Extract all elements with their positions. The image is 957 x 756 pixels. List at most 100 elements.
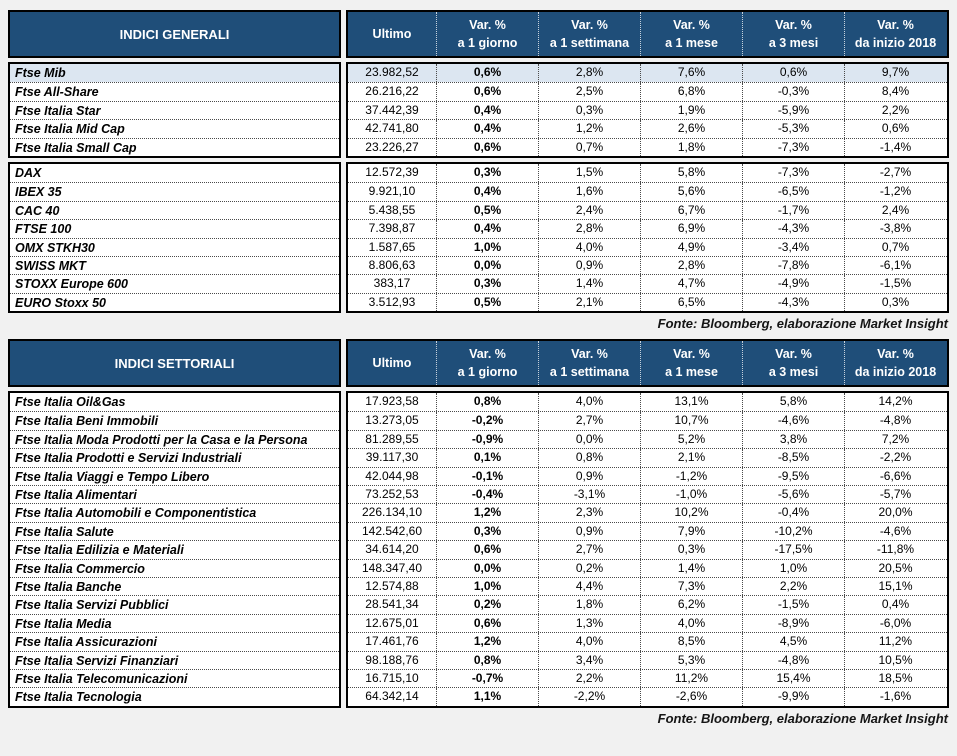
- cell-ultimo: 37.442,39: [365, 102, 419, 117]
- cell-var: -5,6%: [742, 486, 844, 504]
- cell-ultimo: 23.982,52: [365, 65, 419, 79]
- var-label: Var. %: [469, 18, 506, 32]
- cell-ultimo: 98.188,76: [365, 652, 419, 667]
- cell-var: -3,4%: [742, 238, 844, 256]
- cell-var: 3,8%: [742, 430, 844, 449]
- column-header-var: Var. % a 1 settimana: [538, 12, 640, 56]
- var-label: Var. %: [571, 347, 608, 362]
- cell-ultimo: 226.134,10: [361, 505, 423, 520]
- cell-var: 8,5%: [640, 633, 742, 651]
- cell-var: 10,5%: [844, 651, 946, 669]
- index-block: DAX IBEX 35 CAC 40 FTSE 100 OMX STKH30 SWISS …: [8, 161, 949, 314]
- cell-var: 4,4%: [538, 577, 640, 596]
- cell-var: 4,0%: [538, 393, 640, 412]
- cell-var: 4,9%: [640, 238, 742, 256]
- row-name: Ftse Italia Prodotti e Servizi Industria…: [10, 448, 339, 466]
- row-name: Ftse Italia Small Cap: [10, 137, 339, 156]
- cell-var: 7,9%: [640, 522, 742, 541]
- cell-var: 0,0%: [538, 430, 640, 449]
- row-name: Ftse Italia Moda Prodotti per la Casa e …: [10, 429, 339, 448]
- cell-ultimo: 73.252,53: [365, 487, 419, 502]
- cell-var: -9,9%: [742, 688, 844, 706]
- cell-var: 20,5%: [844, 559, 946, 577]
- cell-ultimo: 81.289,55: [365, 431, 419, 446]
- row-name: Ftse Italia Star: [10, 100, 339, 119]
- cell-ultimo: 142.542,60: [361, 523, 423, 538]
- cell-var: 0,7%: [538, 138, 640, 156]
- var-period: a 1 settimana: [549, 364, 630, 379]
- cell-var: 0,8%: [538, 449, 640, 467]
- var-period: da inizio 2018: [854, 35, 937, 50]
- table-row: 23.982,52 0,6% 2,8% 7,6% 0,6% 9,7%: [348, 64, 947, 83]
- table-row: 12.574,88 1,0% 4,4% 7,3% 2,2% 15,1%: [348, 576, 947, 596]
- row-name: CAC 40: [10, 200, 339, 219]
- tables-root: INDICI GENERALI Ultimo Var. % a 1 giorno Var…: [8, 10, 949, 727]
- cell-var: 0,9%: [538, 256, 640, 275]
- var-period: da inizio 2018: [854, 364, 937, 379]
- var-period: a 1 giorno: [457, 35, 518, 50]
- cell-var: 0,6%: [436, 614, 538, 633]
- cell-ultimo: 42.741,80: [365, 121, 419, 136]
- cell-var: 20,0%: [844, 504, 946, 522]
- var-period: a 1 giorno: [457, 364, 518, 379]
- cell-var: -4,3%: [742, 220, 844, 238]
- cell-var: 2,6%: [640, 120, 742, 138]
- cell-var: 8,4%: [844, 83, 946, 101]
- column-header-ultimo: Ultimo: [372, 355, 412, 370]
- cell-ultimo: 34.614,20: [365, 542, 419, 557]
- cell-var: 2,8%: [538, 220, 640, 238]
- table-row: 42.044,98 -0,1% 0,9% -1,2% -9,5% -6,6%: [348, 466, 947, 486]
- table-title: INDICI SETTORIALI: [8, 339, 341, 388]
- cell-var: 6,5%: [640, 293, 742, 312]
- cell-var: 0,0%: [436, 559, 538, 577]
- row-name: Ftse Italia Assicurazioni: [10, 632, 339, 650]
- cell-var: 0,6%: [742, 64, 844, 83]
- cell-var: 4,0%: [538, 633, 640, 651]
- cell-var: -1,7%: [742, 201, 844, 220]
- cell-var: 3,4%: [538, 651, 640, 669]
- cell-ultimo: 42.044,98: [365, 468, 419, 483]
- cell-var: 0,6%: [436, 138, 538, 156]
- cell-var: -1,5%: [844, 275, 946, 293]
- cell-var: 1,1%: [436, 688, 538, 706]
- row-name: EURO Stoxx 50: [10, 292, 339, 311]
- column-header-ultimo: Ultimo: [372, 26, 412, 41]
- index-values: 23.982,52 0,6% 2,8% 7,6% 0,6% 9,7% 26.216,22 0,…: [346, 62, 949, 158]
- cell-ultimo: 12.574,88: [365, 578, 419, 593]
- cell-var: -17,5%: [742, 541, 844, 559]
- cell-var: 0,5%: [436, 293, 538, 312]
- cell-var: -4,9%: [742, 275, 844, 293]
- cell-var: 5,8%: [742, 393, 844, 412]
- index-names: Ftse Mib Ftse All-Share Ftse Italia Star Ft…: [8, 62, 341, 158]
- cell-var: -6,1%: [844, 256, 946, 275]
- cell-var: 14,2%: [844, 393, 946, 412]
- cell-var: 2,1%: [640, 449, 742, 467]
- cell-ultimo: 9.921,10: [368, 184, 416, 199]
- cell-ultimo: 3.512,93: [368, 294, 416, 309]
- source-note: Fonte: Bloomberg, elaborazione Market In…: [657, 710, 948, 726]
- cell-var: -0,9%: [436, 430, 538, 449]
- cell-var: -1,2%: [640, 467, 742, 486]
- cell-ultimo: 383,17: [373, 276, 411, 291]
- cell-var: -1,5%: [742, 596, 844, 614]
- cell-var: -0,4%: [742, 504, 844, 522]
- row-name: Ftse Italia Edilizia e Materiali: [10, 540, 339, 558]
- table-row: 8.806,63 0,0% 0,9% 2,8% -7,8% -6,1%: [348, 255, 947, 275]
- row-name: Ftse Mib: [10, 64, 339, 83]
- cell-var: -0,1%: [436, 467, 538, 486]
- row-name: STOXX Europe 600: [10, 274, 339, 292]
- cell-var: -10,2%: [742, 522, 844, 541]
- table-row: 148.347,40 0,0% 0,2% 1,4% 1,0% 20,5%: [348, 558, 947, 577]
- cell-var: 1,8%: [640, 138, 742, 156]
- row-name: Ftse Italia Servizi Finanziari: [10, 650, 339, 669]
- cell-var: 0,3%: [436, 275, 538, 293]
- cell-var: 5,2%: [640, 430, 742, 449]
- column-header-var: Var. % a 3 mesi: [742, 12, 844, 56]
- cell-var: 0,3%: [436, 163, 538, 183]
- cell-var: 1,9%: [640, 101, 742, 120]
- cell-var: 10,7%: [640, 412, 742, 430]
- cell-var: 1,2%: [436, 504, 538, 522]
- cell-var: 1,0%: [742, 559, 844, 577]
- cell-var: 4,5%: [742, 633, 844, 651]
- row-name: Ftse Italia Beni Immobili: [10, 411, 339, 429]
